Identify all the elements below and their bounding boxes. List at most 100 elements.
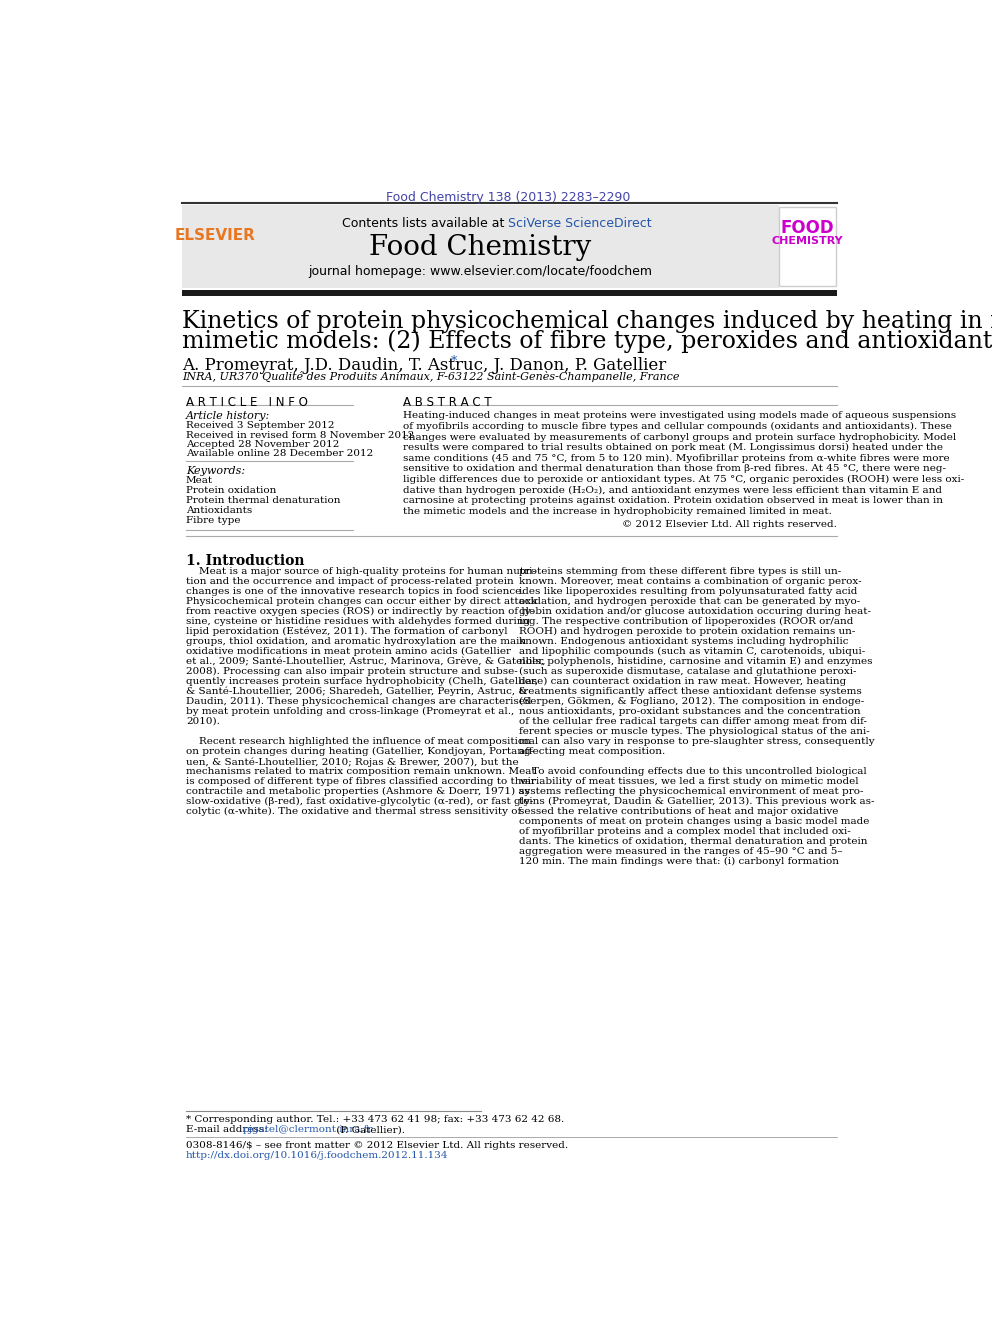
Text: sine, cysteine or histidine residues with aldehydes formed during: sine, cysteine or histidine residues wit… (186, 617, 530, 626)
Text: teins (Promeyrat, Daudin & Gatellier, 2013). This previous work as-: teins (Promeyrat, Daudin & Gatellier, 20… (519, 796, 875, 806)
Text: ides like lipoperoxides resulting from polyunsaturated fatty acid: ides like lipoperoxides resulting from p… (519, 587, 858, 595)
Text: nous antioxidants, pro-oxidant substances and the concentration: nous antioxidants, pro-oxidant substance… (519, 706, 861, 716)
Text: E-mail address:: E-mail address: (186, 1125, 271, 1134)
Text: tion and the occurrence and impact of process-related protein: tion and the occurrence and impact of pr… (186, 577, 514, 586)
Text: Available online 28 December 2012: Available online 28 December 2012 (186, 448, 373, 458)
Text: Meat is a major source of high-quality proteins for human nutri-: Meat is a major source of high-quality p… (186, 566, 536, 576)
Text: groups, thiol oxidation, and aromatic hydroxylation are the main: groups, thiol oxidation, and aromatic hy… (186, 636, 526, 646)
Text: Kinetics of protein physicochemical changes induced by heating in meat using: Kinetics of protein physicochemical chan… (183, 310, 992, 332)
Text: affecting meat composition.: affecting meat composition. (519, 747, 666, 755)
Bar (779, 206, 836, 286)
Text: Antioxidants: Antioxidants (186, 505, 252, 515)
Text: ELSEVIER: ELSEVIER (175, 228, 256, 243)
Text: Food Chemistry 138 (2013) 2283–2290: Food Chemistry 138 (2013) 2283–2290 (386, 191, 631, 204)
Text: lipid peroxidation (Estévez, 2011). The formation of carbonyl: lipid peroxidation (Estévez, 2011). The … (186, 627, 508, 636)
Text: et al., 2009; Santé-Lhoutellier, Astruc, Marinova, Grève, & Gatellier,: et al., 2009; Santé-Lhoutellier, Astruc,… (186, 658, 546, 665)
Text: Fibre type: Fibre type (186, 516, 240, 525)
Bar (183, 205, 779, 288)
Text: 0308-8146/$ – see front matter © 2012 Elsevier Ltd. All rights reserved.: 0308-8146/$ – see front matter © 2012 El… (186, 1142, 568, 1150)
Text: Protein oxidation: Protein oxidation (186, 486, 277, 495)
Text: A B S T R A C T: A B S T R A C T (403, 396, 492, 409)
Text: dants. The kinetics of oxidation, thermal denaturation and protein: dants. The kinetics of oxidation, therma… (519, 837, 868, 847)
Text: globin oxidation and/or glucose autoxidation occuring during heat-: globin oxidation and/or glucose autoxida… (519, 607, 871, 617)
Text: A. Promeyrat, J.D. Daudin, T. Astruc, J. Danon, P. Gatellier: A. Promeyrat, J.D. Daudin, T. Astruc, J.… (183, 357, 667, 374)
Text: Daudin, 2011). These physicochemical changes are characterised: Daudin, 2011). These physicochemical cha… (186, 697, 532, 706)
Text: of the cellular free radical targets can differ among meat from dif-: of the cellular free radical targets can… (519, 717, 867, 726)
Text: ferent species or muscle types. The physiological status of the ani-: ferent species or muscle types. The phys… (519, 728, 870, 736)
Text: quently increases protein surface hydrophobicity (Chelh, Gatellier,: quently increases protein surface hydrop… (186, 677, 538, 687)
Text: ligible differences due to peroxide or antioxidant types. At 75 °C, organic pero: ligible differences due to peroxide or a… (403, 475, 964, 484)
Text: of myofibrillar proteins and a complex model that included oxi-: of myofibrillar proteins and a complex m… (519, 827, 851, 836)
Text: Recent research highlighted the influence of meat composition: Recent research highlighted the influenc… (186, 737, 531, 746)
Text: mechanisms related to matrix composition remain unknown. Meat: mechanisms related to matrix composition… (186, 767, 536, 777)
Text: slow-oxidative (β-red), fast oxidative-glycolytic (α-red), or fast gly-: slow-oxidative (β-red), fast oxidative-g… (186, 796, 534, 806)
Text: http://dx.doi.org/10.1016/j.foodchem.2012.11.134: http://dx.doi.org/10.1016/j.foodchem.201… (186, 1151, 448, 1160)
Text: pjgatel@clermont.inra.fr: pjgatel@clermont.inra.fr (243, 1125, 373, 1134)
Text: proteins stemming from these different fibre types is still un-: proteins stemming from these different f… (519, 566, 841, 576)
Text: Accepted 28 November 2012: Accepted 28 November 2012 (186, 439, 339, 448)
Text: 1. Introduction: 1. Introduction (186, 554, 305, 568)
Text: changes is one of the innovative research topics in food science.: changes is one of the innovative researc… (186, 587, 525, 595)
Text: © 2012 Elsevier Ltd. All rights reserved.: © 2012 Elsevier Ltd. All rights reserved… (622, 520, 837, 529)
Text: ROOH) and hydrogen peroxide to protein oxidation remains un-: ROOH) and hydrogen peroxide to protein o… (519, 627, 856, 636)
Text: A R T I C L E   I N F O: A R T I C L E I N F O (186, 396, 308, 409)
Text: systems reflecting the physicochemical environment of meat pro-: systems reflecting the physicochemical e… (519, 787, 864, 796)
Text: on protein changes during heating (Gatellier, Kondjoyan, Portang-: on protein changes during heating (Gatel… (186, 747, 534, 757)
Text: Food Chemistry: Food Chemistry (369, 234, 591, 261)
Text: mimetic models: (2) Effects of fibre type, peroxides and antioxidants: mimetic models: (2) Effects of fibre typ… (183, 329, 992, 353)
Text: 2008). Processing can also impair protein structure and subse-: 2008). Processing can also impair protei… (186, 667, 518, 676)
Text: 120 min. The main findings were that: (i) carbonyl formation: 120 min. The main findings were that: (i… (519, 857, 839, 867)
Text: 2010).: 2010). (186, 717, 220, 726)
Text: known. Endogenous antioxidant systems including hydrophilic: known. Endogenous antioxidant systems in… (519, 636, 849, 646)
Bar (183, 290, 837, 296)
Text: nols, polyphenols, histidine, carnosine and vitamin E) and enzymes: nols, polyphenols, histidine, carnosine … (519, 658, 873, 665)
Text: is composed of different type of fibres classified according to their: is composed of different type of fibres … (186, 777, 536, 786)
Text: of myofibrils according to muscle fibre types and cellular compounds (oxidants a: of myofibrils according to muscle fibre … (403, 422, 952, 431)
Text: colytic (α-white). The oxidative and thermal stress sensitivity of: colytic (α-white). The oxidative and the… (186, 807, 521, 816)
Text: SciVerse ScienceDirect: SciVerse ScienceDirect (509, 217, 652, 229)
Text: oxidative modifications in meat protein amino acids (Gatellier: oxidative modifications in meat protein … (186, 647, 511, 656)
Text: *: * (451, 355, 457, 368)
Text: & Santé-Lhoutellier, 2006; Sharedeh, Gatellier, Peyrin, Astruc, &: & Santé-Lhoutellier, 2006; Sharedeh, Gat… (186, 687, 528, 696)
Text: mal can also vary in response to pre-slaughter stress, consequently: mal can also vary in response to pre-sla… (519, 737, 875, 746)
Text: from reactive oxygen species (ROS) or indirectly by reaction of ly-: from reactive oxygen species (ROS) or in… (186, 607, 534, 617)
Text: results were compared to trial results obtained on pork meat (M. Longissimus dor: results were compared to trial results o… (403, 443, 943, 452)
Text: Physicochemical protein changes can occur either by direct attack: Physicochemical protein changes can occu… (186, 597, 537, 606)
Text: Protein thermal denaturation: Protein thermal denaturation (186, 496, 340, 505)
Text: * Corresponding author. Tel.: +33 473 62 41 98; fax: +33 473 62 42 68.: * Corresponding author. Tel.: +33 473 62… (186, 1115, 564, 1125)
Text: To avoid confounding effects due to this uncontrolled biological: To avoid confounding effects due to this… (519, 767, 867, 777)
Text: components of meat on protein changes using a basic model made: components of meat on protein changes us… (519, 818, 870, 826)
Text: dase) can counteract oxidation in raw meat. However, heating: dase) can counteract oxidation in raw me… (519, 677, 846, 687)
Text: uen, & Santé-Lhoutellier, 2010; Rojas & Brewer, 2007), but the: uen, & Santé-Lhoutellier, 2010; Rojas & … (186, 757, 519, 766)
Text: Received in revised form 8 November 2012: Received in revised form 8 November 2012 (186, 430, 415, 439)
Text: Article history:: Article history: (186, 411, 270, 421)
Text: by meat protein unfolding and cross-linkage (Promeyrat et al.,: by meat protein unfolding and cross-link… (186, 706, 514, 716)
Text: and lipophilic compounds (such as vitamin C, carotenoids, ubiqui-: and lipophilic compounds (such as vitami… (519, 647, 865, 656)
Text: (such as superoxide dismutase, catalase and glutathione peroxi-: (such as superoxide dismutase, catalase … (519, 667, 857, 676)
Text: contractile and metabolic properties (Ashmore & Doerr, 1971) as: contractile and metabolic properties (As… (186, 787, 530, 796)
Text: known. Moreover, meat contains a combination of organic perox-: known. Moreover, meat contains a combina… (519, 577, 862, 586)
Text: INRA, UR370 Qualité des Produits Animaux, F-63122 Saint-Genès-Champanelle, Franc: INRA, UR370 Qualité des Produits Animaux… (183, 372, 680, 382)
Text: sensitive to oxidation and thermal denaturation than those from β-red fibres. At: sensitive to oxidation and thermal denat… (403, 464, 946, 474)
Text: Received 3 September 2012: Received 3 September 2012 (186, 421, 334, 430)
Text: dative than hydrogen peroxide (H₂O₂), and antioxidant enzymes were less efficien: dative than hydrogen peroxide (H₂O₂), an… (403, 486, 942, 495)
Text: ing. The respective contribution of lipoperoxides (ROOR or/and: ing. The respective contribution of lipo… (519, 617, 854, 626)
Text: CHEMISTRY: CHEMISTRY (772, 235, 843, 246)
Text: Contents lists available at: Contents lists available at (342, 217, 509, 229)
Text: the mimetic models and the increase in hydrophobicity remained limited in meat.: the mimetic models and the increase in h… (403, 507, 832, 516)
Text: sessed the relative contributions of heat and major oxidative: sessed the relative contributions of hea… (519, 807, 838, 816)
Text: oxidation, and hydrogen peroxide that can be generated by myo-: oxidation, and hydrogen peroxide that ca… (519, 597, 860, 606)
Text: carnosine at protecting proteins against oxidation. Protein oxidation observed i: carnosine at protecting proteins against… (403, 496, 943, 505)
Text: same conditions (45 and 75 °C, from 5 to 120 min). Myofibrillar proteins from α-: same conditions (45 and 75 °C, from 5 to… (403, 454, 949, 463)
Text: Keywords:: Keywords: (186, 466, 245, 476)
Text: changes were evaluated by measurements of carbonyl groups and protein surface hy: changes were evaluated by measurements o… (403, 433, 956, 442)
Text: treatments significantly affect these antioxidant defense systems: treatments significantly affect these an… (519, 687, 862, 696)
Text: aggregation were measured in the ranges of 45–90 °C and 5–: aggregation were measured in the ranges … (519, 847, 843, 856)
Text: (Serpen, Gökmen, & Fogliano, 2012). The composition in endoge-: (Serpen, Gökmen, & Fogliano, 2012). The … (519, 697, 864, 706)
Text: FOOD: FOOD (781, 218, 834, 237)
Text: Meat: Meat (186, 476, 213, 486)
Text: variability of meat tissues, we led a first study on mimetic model: variability of meat tissues, we led a fi… (519, 777, 859, 786)
Text: (P. Gatellier).: (P. Gatellier). (333, 1125, 406, 1134)
Text: Heating-induced changes in meat proteins were investigated using models made of : Heating-induced changes in meat proteins… (403, 411, 956, 421)
Text: journal homepage: www.elsevier.com/locate/foodchem: journal homepage: www.elsevier.com/locat… (309, 265, 653, 278)
